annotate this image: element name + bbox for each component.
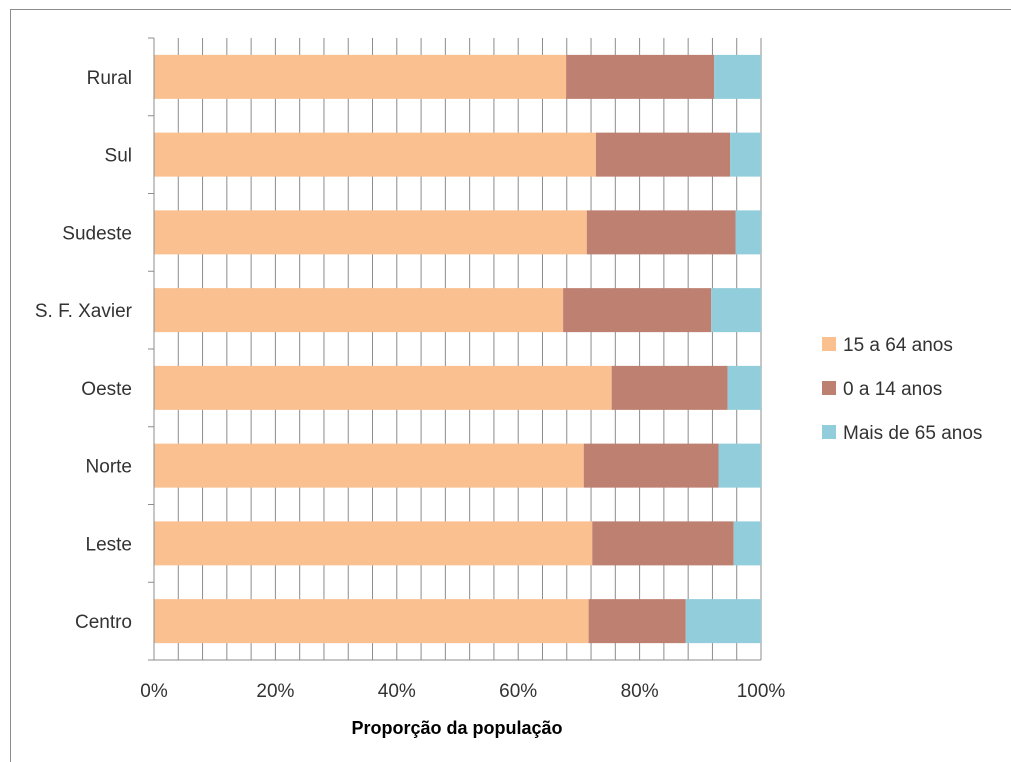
chart-frame [10,9,1011,762]
category-label: Sul [105,146,132,167]
bar-segment [583,443,719,488]
gridlines [148,37,762,661]
legend-swatch [822,337,836,351]
bar-segment [718,443,761,488]
bar-segment [154,54,567,99]
bar-segment [154,521,593,566]
legend: 15 a 64 anos 0 a 14 anos Mais de 65 anos [822,335,982,444]
bar-segment [730,132,761,177]
bar-segment [154,210,587,255]
category-label: Centro [75,612,132,633]
x-tick-label: 0% [140,681,168,702]
x-tick-label: 80% [621,681,659,702]
category-labels: Centro Leste Norte Oeste S. F. Xavier Sudeste… [35,68,133,633]
bar-segment [592,521,734,566]
x-tick-label: 20% [256,681,294,702]
legend-swatch [822,425,836,439]
tick-labels: 0% 20% 40% 60% 80% 100% [140,681,785,702]
category-label: Sudeste [62,223,132,244]
bar-segment [711,288,761,333]
bar-segment [154,443,584,488]
legend-label: 0 a 14 anos [843,379,942,400]
x-axis-title: Proporção da população [351,718,562,738]
bar-segment [595,132,731,177]
bar-segment [566,54,715,99]
legend-swatch [822,381,836,395]
axes [153,38,761,661]
category-label: Leste [86,534,132,555]
bar-segment [154,599,589,644]
legend-label: Mais de 65 anos [843,423,982,444]
x-tick-label: 40% [378,681,416,702]
bar-segment [154,132,596,177]
bars [154,54,761,644]
category-label: S. F. Xavier [35,301,133,322]
legend-label: 15 a 64 anos [843,335,953,356]
category-label: Oeste [81,379,132,400]
bar-segment [586,210,736,255]
bar-segment [154,365,612,410]
bar-segment [714,54,761,99]
bar-segment [563,288,712,333]
bar-segment [611,365,728,410]
x-tick-label: 60% [499,681,537,702]
x-tick-label: 100% [737,681,786,702]
category-label: Norte [86,457,132,478]
bar-segment [588,599,686,644]
bar-segment [733,521,761,566]
category-label: Rural [87,68,132,89]
bar-segment [685,599,761,644]
bar-segment [735,210,761,255]
bar-segment [727,365,761,410]
bar-segment [154,288,564,333]
